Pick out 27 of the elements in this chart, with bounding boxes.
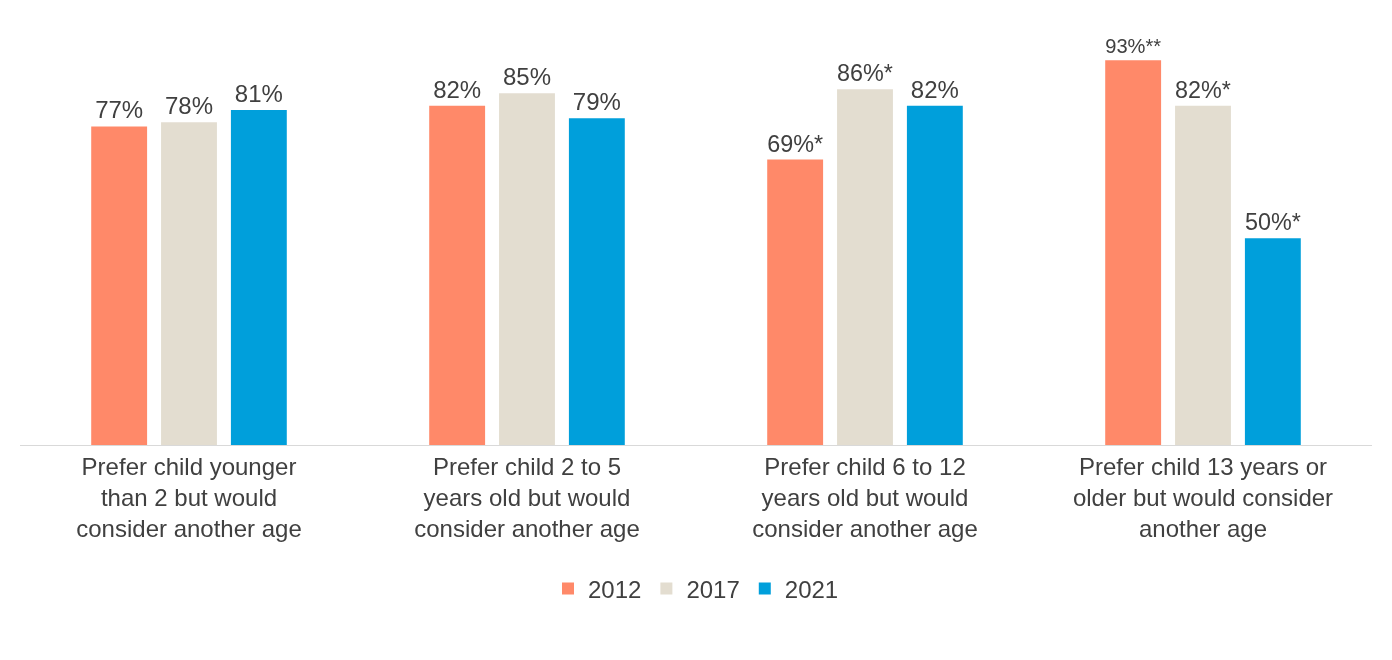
data-label: 86%* xyxy=(837,60,893,87)
data-label: 82% xyxy=(910,75,959,103)
data-label: 85% xyxy=(502,63,552,91)
bar xyxy=(906,105,963,445)
data-label: 79% xyxy=(572,88,621,116)
data-label: 93%** xyxy=(1105,35,1162,58)
x-tick-label: Prefer child 6 to 12 years old but would consider another age xyxy=(752,452,978,543)
bar xyxy=(568,118,625,445)
bar xyxy=(91,126,148,445)
data-label: 82% xyxy=(433,75,482,103)
data-label: 77% xyxy=(95,96,144,124)
bar xyxy=(230,109,287,445)
x-tick-label: Prefer child 2 to 5 years old but would consider another age xyxy=(414,452,640,543)
bar xyxy=(1105,60,1162,445)
data-label: 82%* xyxy=(1175,76,1231,103)
legend-label: 2021 xyxy=(784,575,839,603)
data-label: 81% xyxy=(234,79,283,107)
bar xyxy=(429,105,486,445)
data-label: 78% xyxy=(164,92,214,120)
x-tick-label: Prefer child 13 years or older but would consider another age xyxy=(1072,452,1334,543)
bar xyxy=(767,159,824,445)
legend-label: 2012 xyxy=(588,575,642,603)
x-tick-label: Prefer child younger than 2 but would consider another age xyxy=(76,452,302,543)
bar xyxy=(1244,238,1301,445)
legend-label: 2017 xyxy=(686,575,740,603)
data-label: 50%* xyxy=(1244,209,1301,236)
data-label: 69%* xyxy=(767,130,824,157)
